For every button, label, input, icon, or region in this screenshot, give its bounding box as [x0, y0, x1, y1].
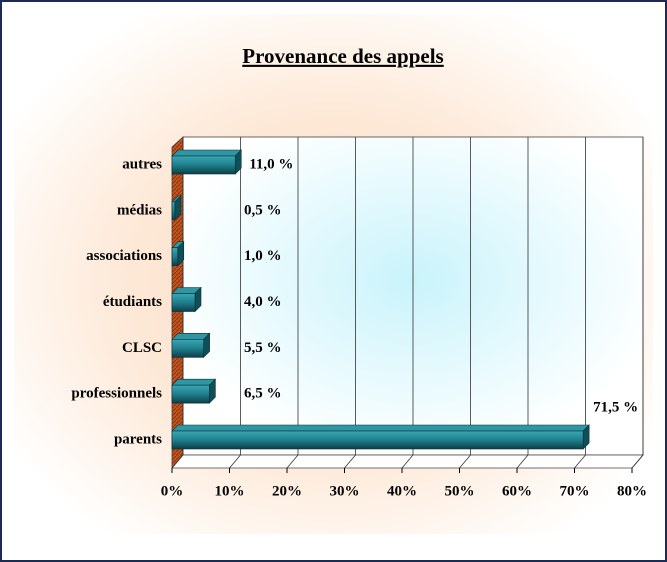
y-tick-label: CLSC	[122, 340, 162, 356]
floor-grid-line	[516, 454, 529, 469]
chart-title: Provenance des appels	[242, 44, 443, 68]
bar	[171, 430, 584, 450]
value-label: 4,0 %	[244, 294, 282, 310]
bar	[171, 384, 210, 404]
value-label: 6,5 %	[244, 386, 282, 402]
floor-grid-line	[171, 454, 184, 469]
y-tick-label: professionnels	[71, 386, 162, 402]
y-tick-label: autres	[122, 156, 162, 172]
bar	[171, 155, 236, 175]
x-tick-label: 30%	[330, 483, 360, 499]
x-tick-label: 60%	[502, 483, 532, 499]
floor-grid-line	[401, 454, 414, 469]
x-tick-label: 70%	[560, 483, 590, 499]
bar	[171, 201, 176, 221]
floor-grid-line	[286, 454, 299, 469]
x-tick-label: 0%	[161, 483, 184, 499]
bar-top	[171, 378, 217, 386]
bar	[171, 293, 196, 312]
value-label: 5,5 %	[244, 340, 282, 356]
value-label: 0,5 %	[244, 202, 282, 218]
bar-top	[171, 424, 590, 432]
floor-grid-line	[229, 454, 241, 469]
bar	[171, 247, 179, 266]
bar	[171, 339, 204, 358]
y-tick-label: associations	[86, 248, 162, 264]
value-label: 1,0 %	[244, 248, 282, 264]
value-label: 71,5 %	[593, 399, 638, 415]
x-tick-label: 10%	[215, 483, 245, 499]
floor-grid-line	[344, 454, 356, 469]
x-tick-label: 80%	[617, 483, 647, 499]
x-tick-label: 50%	[445, 483, 475, 499]
floor-grid-line	[459, 454, 471, 469]
x-tick-label: 20%	[272, 483, 302, 499]
floor-grid-line	[574, 454, 586, 469]
y-tick-label: médias	[117, 202, 162, 218]
x-tick-label: 40%	[387, 483, 417, 499]
y-tick-label: parents	[114, 431, 162, 447]
value-label: 11,0 %	[249, 156, 293, 172]
floor-grid-line	[631, 454, 644, 469]
bar-top	[171, 333, 211, 340]
y-tick-label: étudiants	[103, 294, 162, 310]
bar-top	[171, 149, 242, 157]
